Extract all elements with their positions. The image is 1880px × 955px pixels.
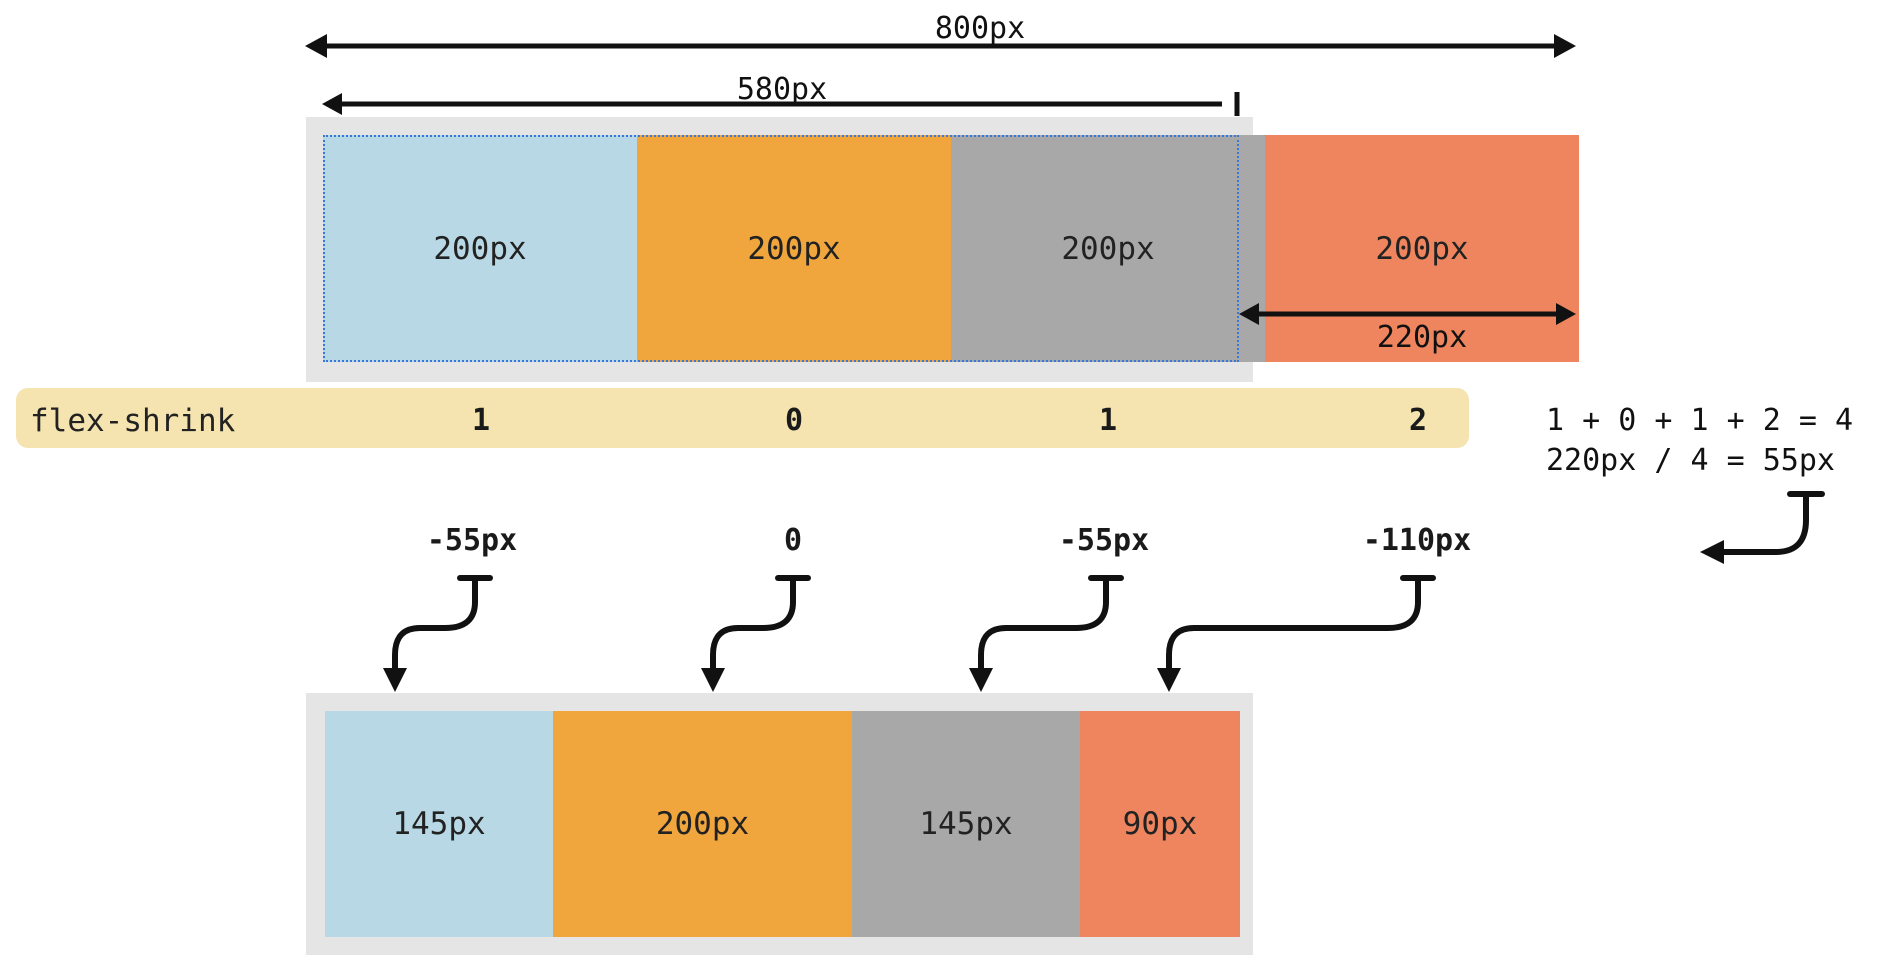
container-dashed-outline [323, 135, 1239, 362]
calculation-sum: 1 + 0 + 1 + 2 = 4 [1546, 403, 1854, 438]
flex-shrink-value-1: 1 [471, 403, 491, 438]
item-before-3: 200px [951, 135, 1265, 362]
delta-1: -55px [426, 523, 518, 558]
item-before-2-label: 200px [747, 230, 841, 267]
arrowhead-down-icon [701, 668, 725, 692]
flex-shrink-label: flex-shrink [30, 403, 236, 439]
item-before-4: 200px [1265, 135, 1579, 362]
delta-2: 0 [783, 523, 803, 558]
arrowhead-left-icon [1700, 540, 1724, 564]
container-width-label: 580px [736, 72, 828, 107]
item-after-1-label: 145px [392, 806, 486, 842]
arrowhead-left-icon [322, 93, 342, 115]
item-after-4-label: 90px [1122, 806, 1198, 842]
container-dimension-line [322, 92, 1240, 116]
item-after-2-label: 200px [655, 806, 750, 842]
item-before-1: 200px [323, 135, 637, 362]
flex-shrink-value-2: 0 [784, 403, 804, 438]
arrowhead-down-icon [383, 668, 407, 692]
arrowhead-left-icon [1239, 303, 1259, 325]
arrowhead-right-icon [1556, 303, 1576, 325]
item-before-3-label: 200px [1061, 230, 1155, 267]
overflow-width-label: 220px [1376, 320, 1468, 355]
flex-shrink-value-4: 2 [1408, 403, 1428, 438]
delta-arrow-2 [701, 575, 811, 692]
calculation-division: 220px / 4 = 55px [1546, 443, 1835, 478]
flex-shrink-band [16, 388, 1469, 448]
delta-arrow-4 [1157, 575, 1436, 692]
item-before-2: 200px [637, 135, 951, 362]
flex-shrink-value-3: 1 [1098, 403, 1118, 438]
container-overflow-tint [1239, 135, 1265, 362]
item-after-3: 145px [852, 711, 1080, 937]
total-width-label: 800px [934, 11, 1026, 46]
item-after-2: 200px [553, 711, 852, 937]
item-after-1: 145px [325, 711, 553, 937]
item-after-3-label: 145px [919, 806, 1013, 842]
delta-arrow-1 [383, 575, 493, 692]
delta-3: -55px [1058, 523, 1150, 558]
delta-4: -110px [1362, 523, 1472, 558]
arrowhead-down-icon [969, 668, 993, 692]
total-dimension-line [305, 34, 1576, 58]
arrowhead-down-icon [1157, 668, 1181, 692]
calculation-arrow [1700, 491, 1825, 564]
item-before-1-label: 200px [433, 230, 527, 267]
arrowhead-left-icon [305, 34, 327, 58]
overflow-dimension-line [1239, 303, 1576, 325]
arrowhead-right-icon [1554, 34, 1576, 58]
item-after-4: 90px [1080, 711, 1240, 937]
item-before-4-label: 200px [1375, 231, 1469, 267]
delta-arrow-3 [969, 575, 1124, 692]
